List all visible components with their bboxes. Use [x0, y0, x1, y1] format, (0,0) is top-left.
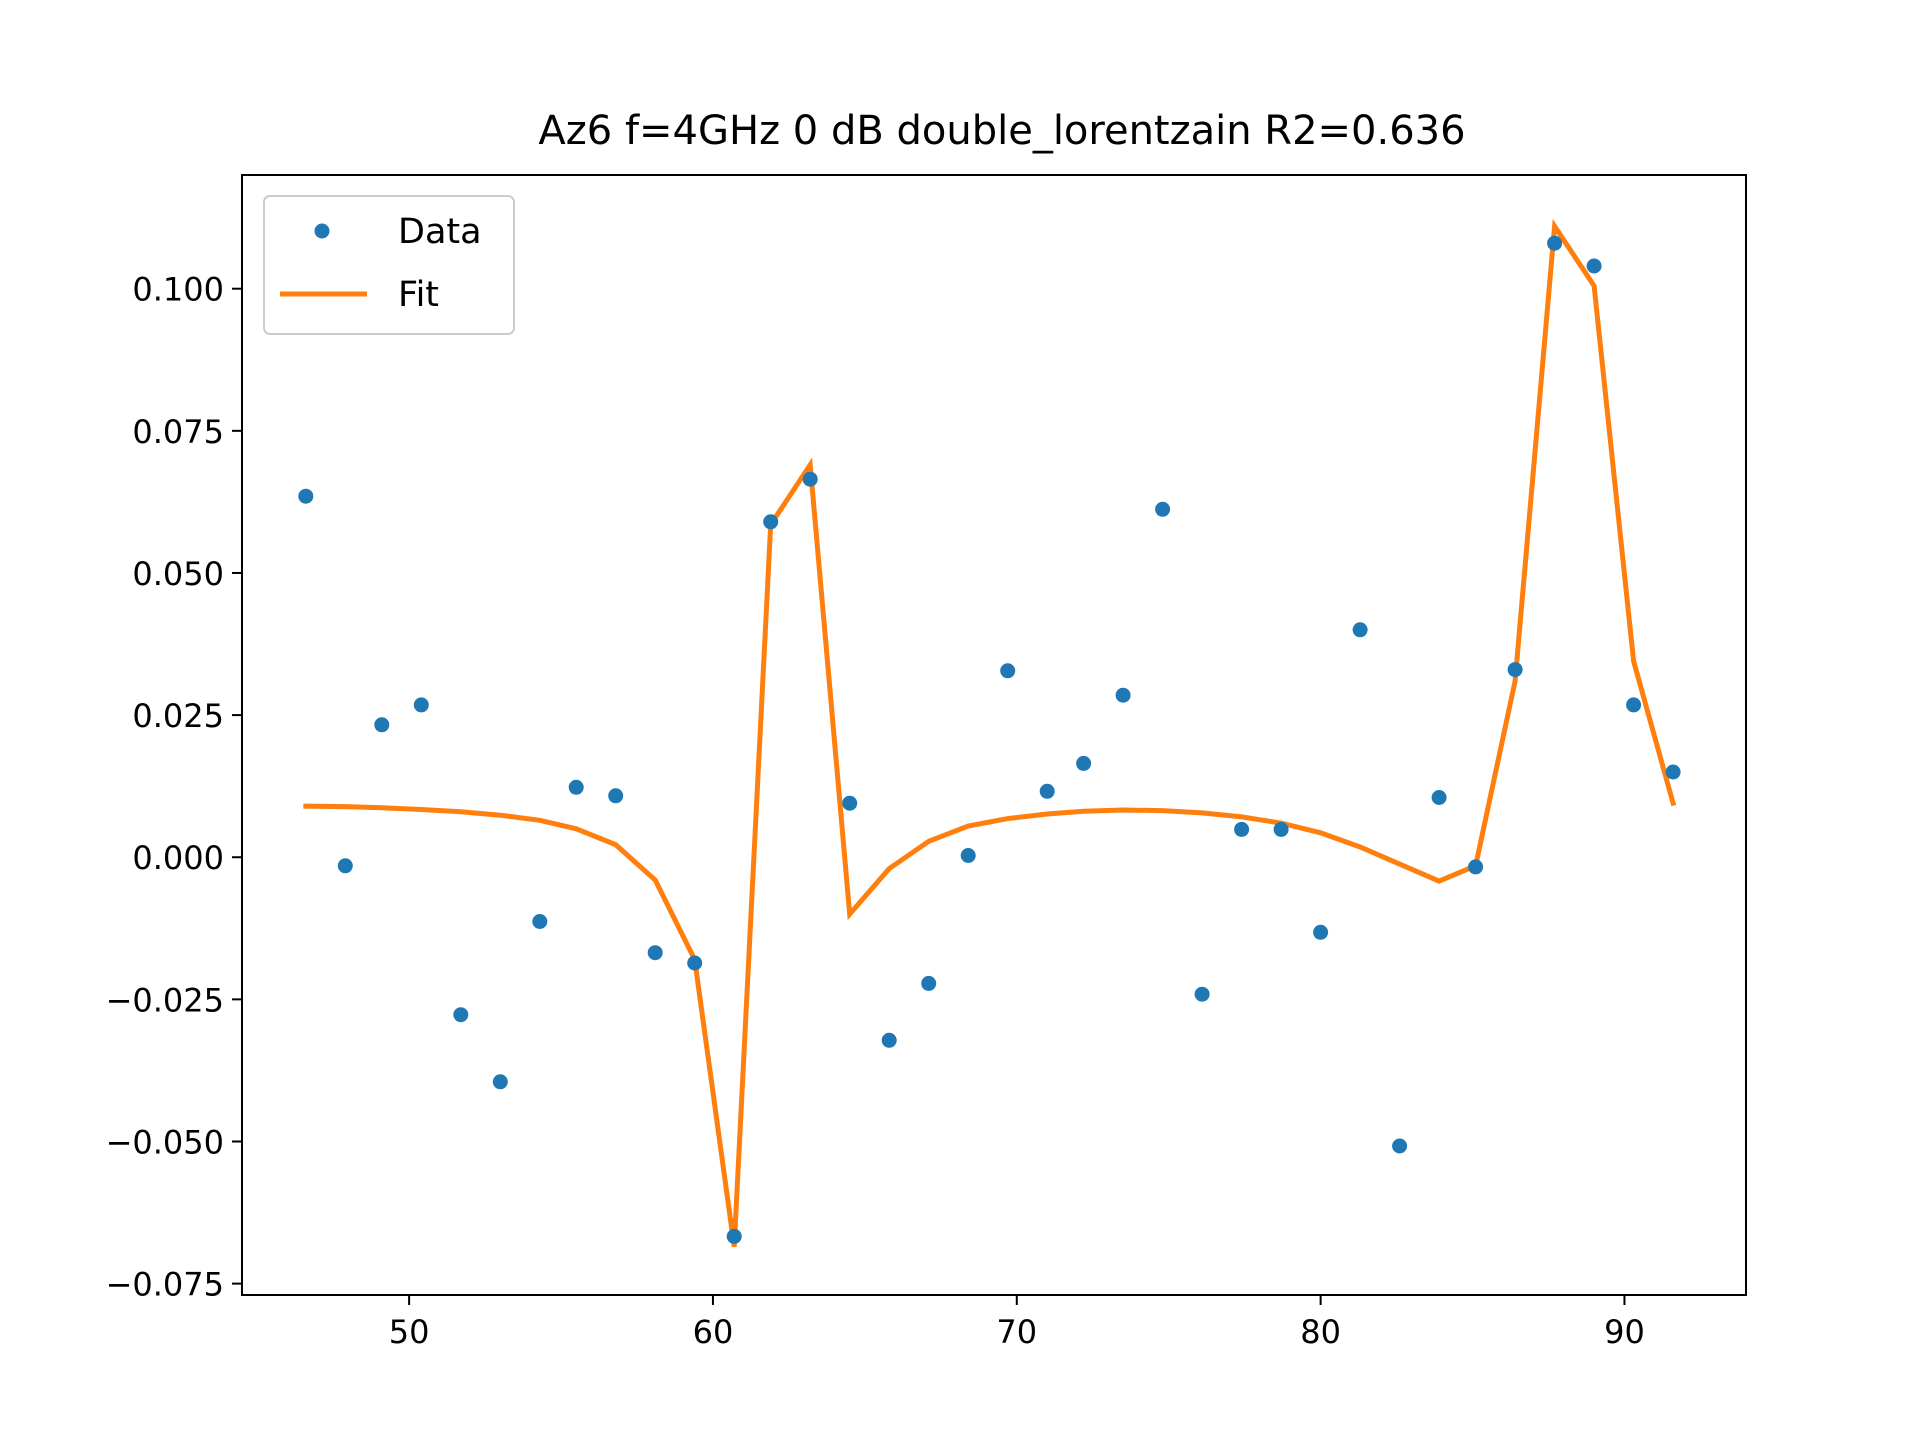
data-point [1194, 986, 1210, 1002]
x-tick-label: 60 [693, 1313, 734, 1351]
data-point [960, 848, 976, 863]
y-tick-label: 0.075 [132, 413, 224, 451]
y-tick-label: 0.025 [132, 697, 224, 735]
data-point [647, 945, 663, 961]
data-point [763, 514, 779, 530]
legend-label: Fit [398, 275, 439, 315]
x-tick-label: 90 [1604, 1313, 1645, 1351]
data-point [1665, 764, 1681, 780]
data-point [726, 1228, 742, 1244]
data-point [568, 779, 584, 795]
legend-marker-data [314, 223, 330, 239]
x-tick-label: 50 [389, 1313, 430, 1351]
data-point [1039, 783, 1055, 799]
data-point [298, 488, 314, 504]
data-point [1431, 790, 1447, 805]
data-point [1273, 821, 1289, 837]
data-point [608, 788, 624, 804]
data-point [842, 795, 858, 811]
plot-area [298, 218, 1681, 1248]
data-point [1234, 821, 1250, 837]
data-point [1076, 755, 1092, 771]
legend: Data Fit [263, 195, 515, 335]
legend-label: Data [398, 212, 482, 252]
y-tick-label: 0.000 [132, 839, 224, 877]
data-point [1000, 663, 1016, 679]
data-point [1392, 1138, 1408, 1154]
y-tick-label: −0.050 [106, 1123, 224, 1161]
data-point [1547, 235, 1563, 251]
x-tick-label: 70 [996, 1313, 1037, 1351]
data-point [1352, 622, 1368, 638]
chart-title: Az6 f=4GHz 0 dB double_lorentzain R2=0.6… [538, 108, 1465, 154]
data-point [687, 955, 703, 971]
axes-frame [241, 174, 1747, 1296]
data-point [1115, 687, 1131, 703]
data-point [492, 1074, 508, 1090]
data-point [532, 914, 548, 929]
y-tick-label: −0.025 [106, 981, 224, 1019]
axes: 50 60 70 80 90 −0.075 −0.050 −0.025 0.000 0.025 0.… [106, 174, 1747, 1351]
y-tick-label: 0.050 [132, 555, 224, 593]
x-tick-label: 80 [1300, 1313, 1341, 1351]
data-point [802, 471, 818, 487]
y-tick-label: 0.100 [132, 271, 224, 309]
y-tick-label: −0.075 [106, 1266, 224, 1304]
data-point [337, 858, 353, 874]
data-point [921, 975, 937, 991]
data-point [881, 1032, 897, 1048]
data-point [1626, 697, 1642, 713]
fit-line [303, 218, 1677, 1248]
data-point [1155, 501, 1171, 517]
data-point [374, 717, 390, 733]
data-point [1586, 258, 1602, 274]
data-point [1468, 859, 1484, 875]
data-point [1507, 662, 1523, 678]
data-point [413, 697, 429, 713]
data-point [453, 1007, 469, 1023]
data-point [1313, 924, 1329, 940]
